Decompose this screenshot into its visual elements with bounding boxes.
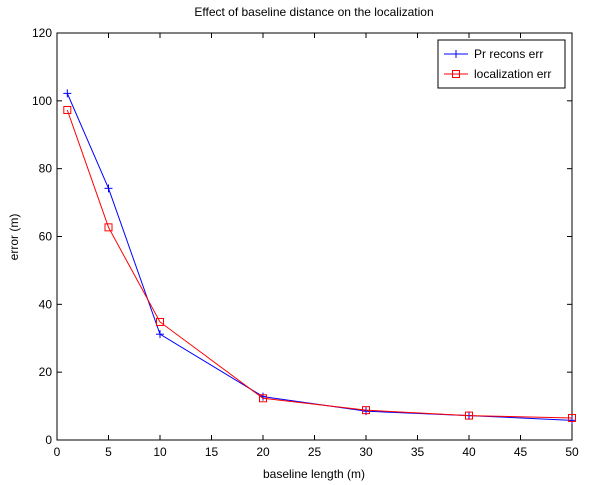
series-layer xyxy=(63,89,576,425)
data-point xyxy=(465,411,473,420)
y-tick-label: 0 xyxy=(45,433,52,447)
data-point xyxy=(104,223,113,232)
x-axis-label: baseline length (m) xyxy=(263,467,365,481)
legend: Pr recons err localization err xyxy=(437,39,566,89)
x-axis: 0 5 10 15 20 25 30 35 40 45 50 xyxy=(54,33,579,459)
y-tick-label: 40 xyxy=(39,297,53,311)
data-point xyxy=(568,413,576,422)
y-axis-label: error (m) xyxy=(7,214,21,261)
x-tick-label: 50 xyxy=(565,445,579,459)
x-tick-label: 30 xyxy=(359,445,373,459)
x-tick-label: 5 xyxy=(105,445,112,459)
x-tick-label: 20 xyxy=(256,445,270,459)
data-point xyxy=(63,105,72,114)
legend-box xyxy=(437,39,566,89)
legend-entry: Pr recons err xyxy=(444,47,543,61)
data-point xyxy=(452,70,460,78)
legend-entry: localization err xyxy=(444,67,551,81)
y-tick-label: 100 xyxy=(32,94,52,108)
x-tick-label: 40 xyxy=(462,445,476,459)
series-line xyxy=(66,109,573,419)
legend-label: localization err xyxy=(474,67,551,81)
x-tick-label: 10 xyxy=(153,445,167,459)
data-point xyxy=(63,89,72,98)
data-point xyxy=(156,330,164,339)
plot-area xyxy=(56,32,573,441)
data-point xyxy=(104,184,113,193)
chart-title: Effect of baseline distance on the local… xyxy=(194,5,433,19)
data-point xyxy=(362,406,370,415)
data-point xyxy=(259,394,267,403)
data-point xyxy=(156,317,164,326)
y-tick-label: 20 xyxy=(39,365,53,379)
series-square xyxy=(63,105,576,422)
data-point xyxy=(452,50,460,58)
y-axis: 0 20 40 60 80 100 120 xyxy=(32,26,572,447)
x-tick-label: 45 xyxy=(514,445,528,459)
x-tick-label: 15 xyxy=(205,445,219,459)
y-tick-label: 120 xyxy=(32,26,52,40)
x-tick-label: 25 xyxy=(308,445,322,459)
y-tick-label: 80 xyxy=(39,162,53,176)
x-tick-label: 35 xyxy=(411,445,425,459)
y-tick-label: 60 xyxy=(39,230,53,244)
legend-label: Pr recons err xyxy=(474,47,543,61)
x-tick-label: 0 xyxy=(54,445,61,459)
